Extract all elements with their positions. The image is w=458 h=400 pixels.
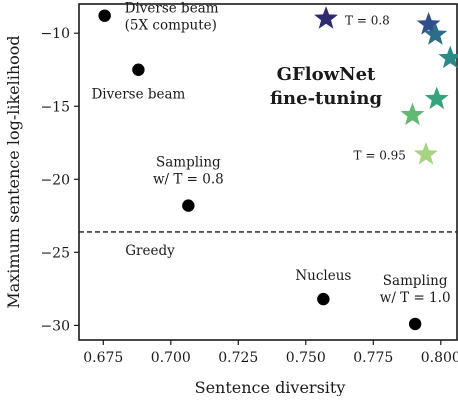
gflownet-star: [416, 11, 441, 35]
x-axis-title: Sentence diversity: [195, 378, 346, 396]
y-tick-label: −25: [40, 245, 70, 261]
x-tick-label: 0.800: [421, 350, 458, 366]
baseline-label: Diverse beam: [125, 1, 219, 17]
temperature-label: T = 0.8: [345, 14, 390, 28]
x-tick-label: 0.675: [83, 350, 123, 366]
gflownet-star: [414, 141, 438, 165]
x-tick-label: 0.725: [218, 350, 258, 366]
gflownet-star: [423, 22, 448, 45]
baseline-point: [182, 199, 195, 212]
baseline-point: [132, 63, 145, 76]
y-tick-label: −10: [40, 26, 70, 42]
y-axis-title: Maximum sentence log-likelihood: [4, 35, 23, 308]
baseline-point: [408, 317, 422, 331]
gflownet-star: [400, 102, 425, 126]
baseline-label: w/ T = 0.8: [153, 172, 224, 188]
baseline-point: [317, 292, 330, 306]
baseline-label: Nucleus: [295, 268, 351, 284]
y-tick-label: −30: [40, 318, 70, 334]
center-title-line-1: GFlowNet: [277, 64, 376, 85]
baseline-label: Sampling: [383, 273, 448, 289]
x-tick-label: 0.775: [353, 350, 393, 366]
baseline-point: [98, 9, 111, 22]
temperature-label: T = 0.95: [354, 148, 406, 162]
y-tick-label: −20: [40, 172, 70, 188]
plot-frame: [78, 3, 458, 341]
gflownet-star: [438, 45, 458, 69]
center-title-line-2: fine-tuning: [270, 88, 383, 109]
y-tick-label: −15: [40, 99, 70, 115]
greedy-label: Greedy: [125, 243, 175, 259]
baseline-label: Sampling: [156, 155, 221, 171]
baseline-label: w/ T = 1.0: [380, 290, 451, 306]
baseline-label: (5X compute): [125, 18, 217, 34]
baseline-label: Diverse beam: [91, 87, 185, 103]
x-tick-label: 0.700: [151, 350, 191, 366]
x-tick-label: 0.750: [286, 350, 326, 366]
gflownet-star: [424, 86, 449, 110]
gflownet-star: [314, 6, 338, 29]
